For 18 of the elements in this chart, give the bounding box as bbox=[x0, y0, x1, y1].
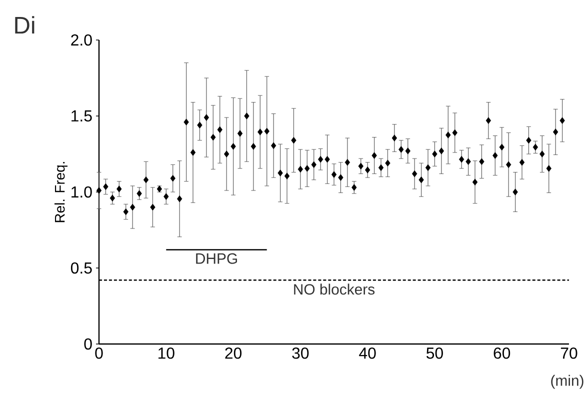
chart-title: Di bbox=[15, 16, 34, 34]
x-axis-title: (min) bbox=[551, 374, 584, 389]
x-tick-label: 0 bbox=[95, 348, 103, 359]
y-tick-label: 0.5 bbox=[70, 262, 92, 274]
annotation: DHPG bbox=[196, 253, 237, 264]
x-tick-label: 40 bbox=[359, 348, 376, 359]
x-tick-label: 70 bbox=[560, 348, 578, 359]
x-tick-label: 60 bbox=[494, 348, 510, 359]
y-tick-label: 2.0 bbox=[71, 34, 92, 46]
x-tick-label: 20 bbox=[225, 348, 242, 359]
x-tick-label: 30 bbox=[292, 348, 309, 359]
y-axis-title: Rel. Freq. bbox=[54, 162, 68, 222]
y-tick-label: 0 bbox=[84, 338, 92, 350]
x-tick-label: 10 bbox=[158, 348, 174, 359]
y-tick-label: 1.0 bbox=[72, 186, 92, 198]
ref-line-label: NO blockers bbox=[294, 284, 375, 295]
x-tick-label: 50 bbox=[426, 348, 443, 359]
y-tick-label: 1.5 bbox=[72, 110, 92, 122]
